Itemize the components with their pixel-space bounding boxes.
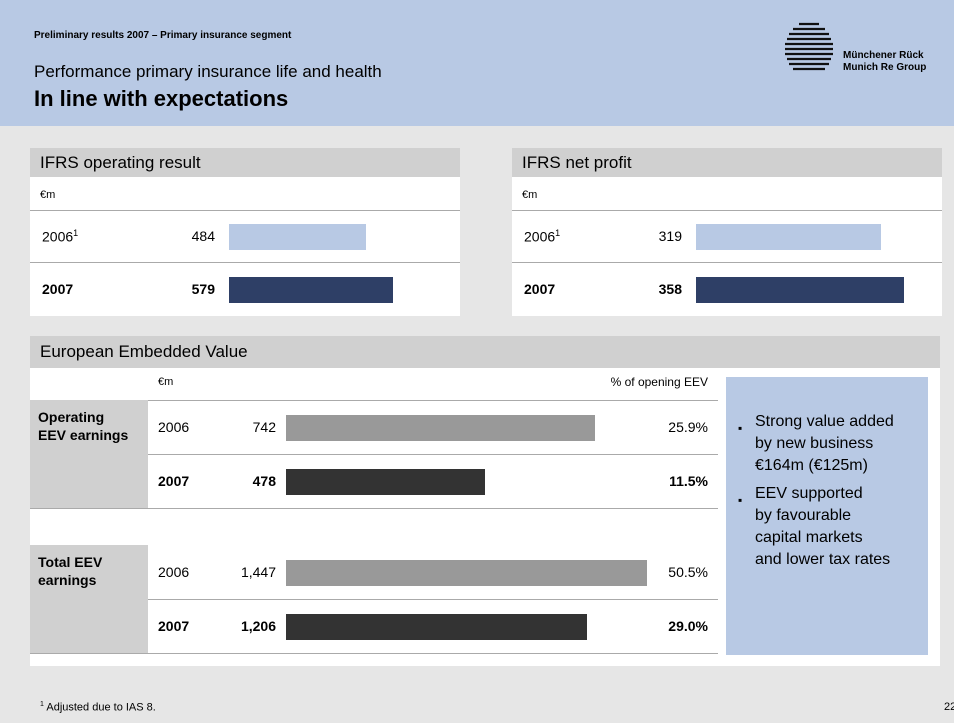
- separator: [30, 508, 718, 509]
- value-label: 742: [252, 419, 276, 435]
- bullet-line: by favourable: [755, 507, 852, 524]
- value-label: 478: [252, 473, 276, 489]
- year: 2006: [158, 419, 190, 435]
- pct-label: 25.9%: [668, 419, 708, 435]
- value-label: 1,447: [240, 564, 276, 580]
- year-label: 20061: [42, 228, 78, 245]
- logo-line1: Münchener Rück: [843, 50, 924, 61]
- pct-label: 50.5%: [668, 564, 708, 580]
- separator: [512, 210, 942, 211]
- logo-line2: Munich Re Group: [843, 62, 927, 73]
- year: 2006: [42, 228, 74, 245]
- subtitle: Performance primary insurance life and h…: [34, 62, 382, 81]
- panel-header: [30, 336, 940, 368]
- bullet-line: capital markets: [755, 529, 863, 546]
- page-number: 22: [944, 701, 954, 713]
- footnote-ref: 1: [73, 228, 79, 238]
- separator: [30, 400, 718, 401]
- value-label: 1,206: [240, 618, 276, 634]
- year-label: 20061: [524, 228, 560, 245]
- bullet-line: and lower tax rates: [755, 551, 891, 568]
- separator: [30, 653, 718, 654]
- kicker: Preliminary results 2007 – Primary insur…: [34, 30, 292, 41]
- year: 2007: [158, 473, 190, 489]
- year-label: 2007: [42, 281, 73, 297]
- bar: [229, 277, 393, 303]
- bar: [286, 560, 647, 586]
- value-label: 484: [191, 228, 215, 244]
- footnote-ref: 1: [40, 701, 44, 708]
- bullet-line: Strong value added: [755, 413, 894, 430]
- group-label: Total EEV earnings: [38, 554, 103, 588]
- panel-header: [512, 148, 942, 177]
- bar: [696, 224, 882, 250]
- unit: €m: [40, 189, 56, 201]
- year: 2006: [524, 228, 556, 245]
- separator: [148, 599, 718, 600]
- separator: [512, 262, 942, 263]
- year: 2007: [524, 281, 556, 297]
- group-label: Operating EEV earnings: [38, 409, 129, 443]
- bullet-box: [726, 377, 928, 655]
- bullet-marker: ▪: [738, 421, 743, 435]
- panel-title: European Embedded Value: [40, 342, 248, 361]
- title: In line with expectations: [34, 86, 289, 111]
- panel-title: IFRS operating result: [40, 153, 201, 172]
- value-label: 358: [658, 281, 682, 297]
- bar: [229, 224, 367, 250]
- pct-label: 29.0%: [668, 618, 708, 634]
- bar: [696, 277, 904, 303]
- footnote: 1 Adjusted due to IAS 8.: [40, 701, 156, 714]
- year: 2006: [158, 564, 190, 580]
- bullet-marker: ▪: [738, 493, 743, 507]
- bullet-line: €164m (€125m): [755, 457, 868, 474]
- value-label: 319: [658, 228, 682, 244]
- group-label-cell: [30, 400, 148, 508]
- pct-label: 11.5%: [669, 473, 708, 489]
- year: 2007: [158, 618, 190, 634]
- pct-header: % of opening EEV: [610, 375, 708, 389]
- year: 2007: [42, 281, 74, 297]
- bar: [286, 614, 587, 640]
- separator: [148, 454, 718, 455]
- separator: [30, 262, 460, 263]
- logo-icon: [785, 22, 833, 71]
- panel-title: IFRS net profit: [522, 153, 632, 172]
- value-label: 579: [191, 281, 215, 297]
- group-label-cell: [30, 545, 148, 653]
- footnote-text: Adjusted due to IAS 8.: [46, 701, 156, 714]
- footnote-ref: 1: [555, 228, 561, 238]
- bar: [286, 469, 486, 495]
- separator: [30, 210, 460, 211]
- unit: €m: [522, 189, 538, 201]
- bar: [286, 415, 595, 441]
- unit: €m: [158, 376, 174, 388]
- bullet-line: EEV supported: [755, 485, 863, 502]
- panel-header: [30, 148, 460, 177]
- bullet-line: by new business: [755, 435, 874, 452]
- year-label: 2007: [524, 281, 555, 297]
